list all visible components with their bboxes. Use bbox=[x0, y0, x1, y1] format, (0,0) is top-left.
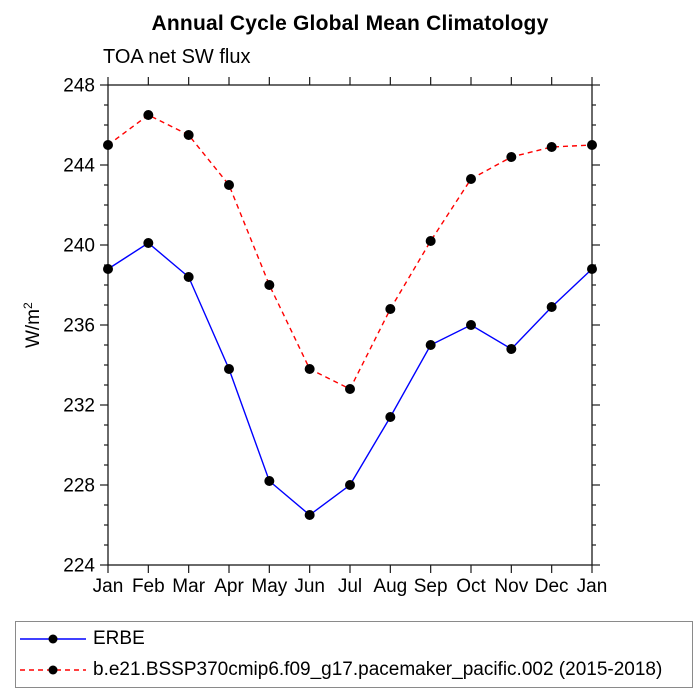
pacemaker-model-marker bbox=[466, 174, 476, 184]
erbe-marker bbox=[183, 272, 194, 282]
erbe-marker bbox=[143, 238, 154, 248]
x-tick-label: Sep bbox=[414, 576, 448, 597]
x-tick-label: May bbox=[251, 576, 287, 597]
erbe-marker bbox=[304, 510, 315, 520]
y-tick-label: 232 bbox=[63, 396, 95, 417]
x-tick-label: Jan bbox=[577, 576, 608, 597]
x-tick-label: Jan bbox=[93, 576, 124, 597]
pacemaker-model-marker bbox=[143, 110, 154, 120]
erbe-marker bbox=[264, 476, 275, 486]
chart-subtitle: TOA net SW flux bbox=[103, 46, 251, 68]
x-tick-label: Jul bbox=[338, 576, 362, 597]
x-tick-label: Jun bbox=[294, 576, 325, 597]
y-tick-label: 240 bbox=[63, 236, 95, 257]
y-tick-label: 236 bbox=[63, 316, 95, 337]
pacemaker-model-marker bbox=[264, 280, 275, 290]
y-tick-label: 244 bbox=[63, 156, 95, 177]
x-tick-label: Dec bbox=[535, 576, 569, 597]
legend-erbe-marker-dot bbox=[48, 634, 58, 644]
chart-title: Annual Cycle Global Mean Climatology bbox=[151, 12, 549, 35]
erbe-line bbox=[107, 242, 593, 516]
x-tick-label: Apr bbox=[214, 576, 244, 597]
erbe-line-sample bbox=[20, 634, 86, 644]
pacemaker-model-marker bbox=[587, 140, 597, 150]
x-tick-label: Nov bbox=[494, 576, 528, 597]
pacemaker-model-marker bbox=[546, 142, 557, 152]
erbe-marker bbox=[103, 264, 113, 274]
y-tick-label: 248 bbox=[63, 76, 95, 97]
erbe-marker bbox=[587, 264, 597, 274]
pacemaker-model-marker bbox=[345, 384, 355, 394]
pacemaker-model-marker bbox=[425, 236, 436, 246]
erbe-marker bbox=[345, 480, 355, 490]
legend-label-erbe: ERBE bbox=[93, 628, 145, 649]
plot-area: 224 228 232 236 240 244 248 Jan Feb Mar Apr May Jun J… bbox=[63, 76, 608, 598]
erbe-marker bbox=[546, 302, 557, 312]
x-tick-label: Aug bbox=[373, 576, 407, 597]
legend-box: ERBE b.e21.BSSP370cmip6.f09_g17.pacemake… bbox=[15, 621, 693, 688]
x-tick-label: Oct bbox=[456, 576, 486, 597]
pacemaker-model-marker bbox=[385, 304, 396, 314]
erbe-marker bbox=[425, 340, 436, 350]
plot-box bbox=[107, 84, 593, 566]
erbe-marker bbox=[466, 320, 476, 330]
y-tick-label: 224 bbox=[63, 556, 95, 577]
pacemaker-model-line bbox=[107, 114, 593, 390]
x-tick-label: Feb bbox=[132, 576, 165, 597]
pacemaker-model-marker bbox=[103, 140, 113, 150]
legend-model-marker-dot bbox=[48, 665, 58, 675]
erbe-marker bbox=[385, 412, 396, 422]
legend-item-erbe: ERBE bbox=[16, 625, 692, 653]
pacemaker-model-marker bbox=[224, 180, 234, 190]
legend-label-pacemaker-model: b.e21.BSSP370cmip6.f09_g17.pacemaker_pac… bbox=[93, 659, 663, 680]
erbe-marker bbox=[506, 344, 517, 354]
legend-item-pacemaker-model: b.e21.BSSP370cmip6.f09_g17.pacemaker_pac… bbox=[16, 656, 692, 684]
pacemaker-model-marker bbox=[506, 152, 517, 162]
x-tick-label: Mar bbox=[172, 576, 205, 597]
pacemaker-model-marker bbox=[304, 364, 315, 374]
model-line-sample bbox=[20, 665, 86, 675]
erbe-marker bbox=[224, 364, 234, 374]
pacemaker-model-marker bbox=[183, 130, 194, 140]
y-tick-label: 228 bbox=[63, 476, 95, 497]
